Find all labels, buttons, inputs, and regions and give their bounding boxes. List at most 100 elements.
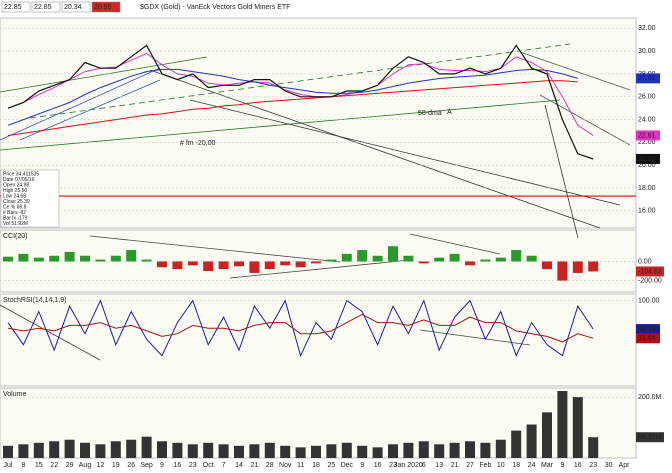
bar <box>372 255 383 262</box>
y-tick-label: 100.00 <box>638 297 660 304</box>
info-line: Ce % 68.8 <box>3 204 27 210</box>
info-line: # Bars -82 <box>3 210 26 216</box>
bar <box>3 256 13 262</box>
series-line <box>7 313 594 343</box>
bar <box>264 261 275 270</box>
bar <box>234 261 244 267</box>
bar <box>511 430 522 458</box>
quote-value: 20.34 <box>64 4 82 11</box>
trend-line <box>409 233 501 255</box>
bar <box>49 441 60 458</box>
bar <box>403 255 414 262</box>
bar <box>388 444 398 458</box>
annotation: 58-dma <box>418 110 442 117</box>
bar <box>572 397 583 458</box>
bar <box>588 437 599 458</box>
trend-line <box>0 99 561 151</box>
info-line: Open 24.98 <box>3 182 29 188</box>
info-line: Close 25.39 <box>3 199 30 205</box>
x-tick-label: 14 <box>235 462 243 469</box>
bar <box>249 444 260 458</box>
trend-lines <box>0 43 631 361</box>
bar <box>49 255 60 262</box>
quote-value: 20.55 <box>94 4 112 11</box>
x-tick-label: 9 <box>360 462 364 469</box>
series-line <box>7 68 578 126</box>
series-line <box>7 80 578 137</box>
bar <box>341 253 352 262</box>
bar <box>572 261 583 273</box>
trend-line <box>29 43 571 119</box>
info-box <box>0 169 60 228</box>
y-tick-label: 200.0M <box>638 394 662 401</box>
bar <box>187 261 198 266</box>
bar <box>449 442 460 458</box>
value-flag <box>636 266 664 277</box>
trend-line <box>229 259 411 279</box>
info-line: Vol 51.92M <box>3 221 28 227</box>
bar <box>172 442 183 458</box>
x-tick-label: Mar <box>541 462 554 469</box>
quote-box <box>91 1 121 13</box>
trend-line <box>0 67 161 141</box>
bar <box>157 261 167 268</box>
x-tick-label: 23 <box>189 462 197 469</box>
bar <box>418 441 429 458</box>
bar <box>434 444 445 458</box>
trend-line <box>0 56 208 93</box>
panel-title: CCI(20) <box>3 233 28 240</box>
x-tick-label: 15 <box>35 462 43 469</box>
x-tick-label: Sep <box>140 462 153 469</box>
x-tick-label: 21 <box>451 462 459 469</box>
quote-value: 22.85 <box>34 4 52 11</box>
x-tick-label: 6 <box>422 462 426 469</box>
bar <box>203 261 214 272</box>
x-tick-label: 10 <box>497 462 505 469</box>
bar <box>542 261 552 270</box>
bar <box>295 261 306 268</box>
panel-title: StochRSI(14,14,1,9) <box>3 297 66 304</box>
bar <box>480 442 491 458</box>
y-tick-label: 16.00 <box>638 208 656 215</box>
bar <box>203 442 214 458</box>
annotation: # fm -20.00 <box>180 140 216 147</box>
bar <box>218 261 229 270</box>
trend-line <box>89 235 341 263</box>
bar <box>588 261 599 272</box>
bar <box>542 412 552 458</box>
y-tick-label: 24.00 <box>638 116 656 123</box>
value-flag <box>636 324 660 335</box>
value-flag-label: 20.55 <box>638 156 656 163</box>
panel-title: Volume <box>3 391 26 398</box>
value-flag-label: 48.29 <box>638 326 656 333</box>
quote-box <box>1 1 31 13</box>
bar <box>388 246 398 262</box>
bar <box>465 441 475 458</box>
bar <box>33 257 44 262</box>
x-tick-label: 16 <box>374 462 382 469</box>
bar <box>526 255 537 262</box>
chart-title: $GDX (Gold) - VanEck Vectors Gold Miners… <box>140 4 290 11</box>
bar <box>280 261 291 266</box>
bar <box>341 442 352 458</box>
stoch-panel <box>0 293 637 387</box>
x-tick-label: Apr <box>619 462 631 469</box>
x-tick-label: 12 <box>97 462 105 469</box>
bar <box>495 439 506 458</box>
x-tick-label: 23 <box>389 462 397 469</box>
quote-box <box>61 1 91 13</box>
bar <box>434 257 445 262</box>
bar <box>403 442 414 458</box>
info-line: Low 24.68 <box>3 193 26 199</box>
bar <box>80 442 90 458</box>
bar <box>33 442 44 458</box>
trend-line <box>519 51 631 91</box>
bar <box>480 259 491 262</box>
bar <box>449 253 460 262</box>
bar <box>18 444 29 458</box>
series-line <box>7 299 594 358</box>
series-line <box>7 44 594 160</box>
y-tick-label: 22.00 <box>638 139 656 146</box>
bar <box>218 444 229 458</box>
